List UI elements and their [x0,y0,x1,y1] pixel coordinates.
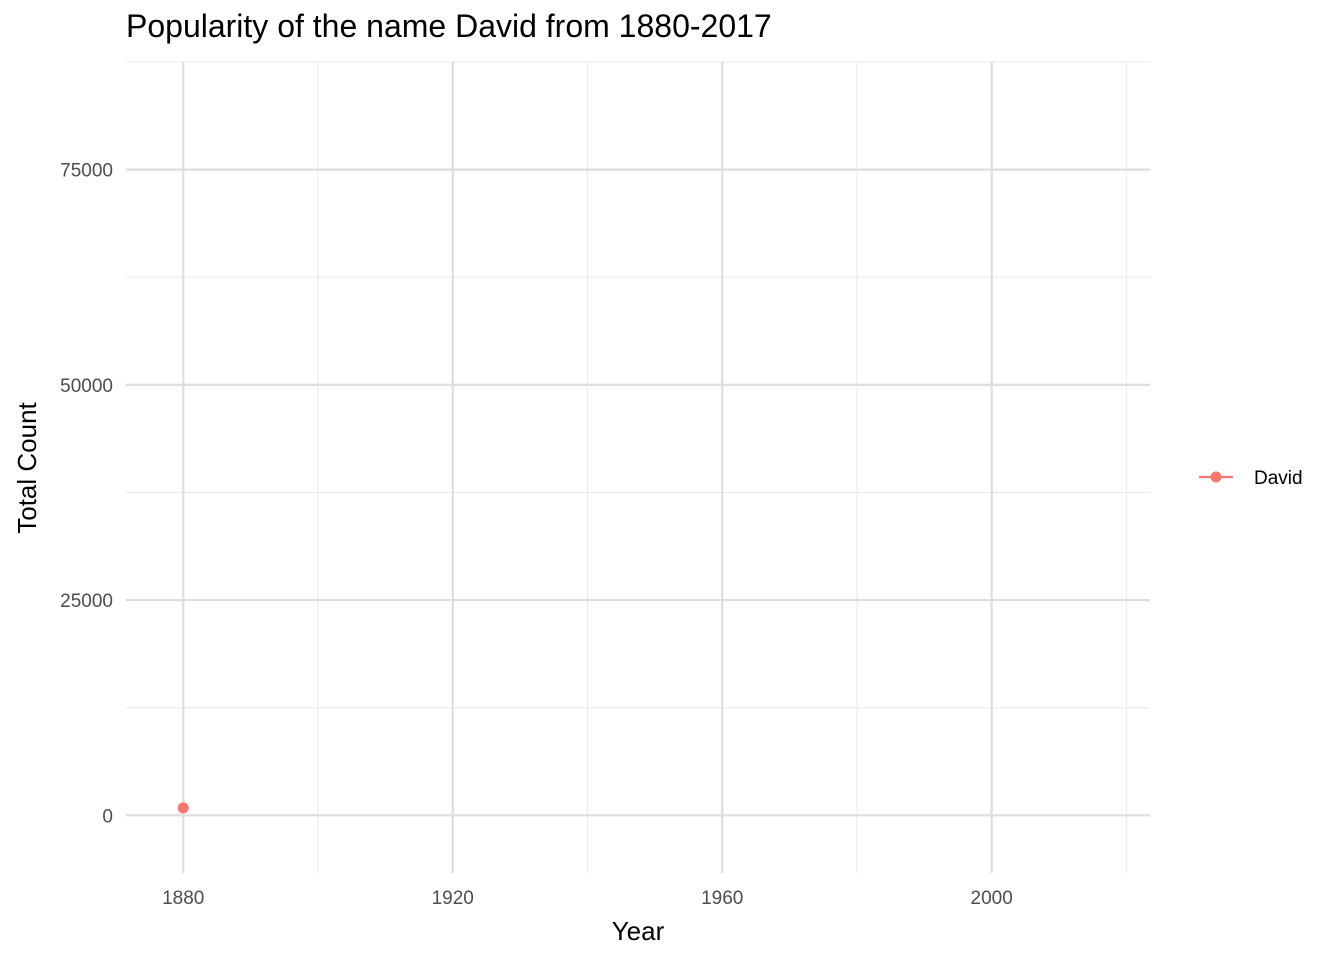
x-axis-title: Year [612,916,665,946]
y-axis-title: Total Count [12,401,42,533]
data-layer [177,802,189,814]
legend-label: David [1254,468,1303,489]
x-tick-label: 1880 [162,888,204,909]
major-gridlines [126,62,1150,873]
y-tick-label: 50000 [60,376,113,397]
data-point [177,802,189,814]
x-tick-label: 1960 [701,888,743,909]
y-tick-label: 0 [102,806,113,827]
x-axis-ticks: 1880 1920 1960 2000 [162,888,1013,909]
y-tick-label: 25000 [60,591,113,612]
legend-key-point [1210,471,1222,483]
y-axis-ticks: 0 25000 50000 75000 [60,161,113,828]
x-tick-label: 1920 [432,888,474,909]
minor-gridlines [126,61,1150,873]
chart-title: Popularity of the name David from 1880-2… [126,8,772,44]
legend: David [1199,468,1303,489]
x-tick-label: 2000 [971,888,1013,909]
y-tick-label: 75000 [60,161,113,182]
